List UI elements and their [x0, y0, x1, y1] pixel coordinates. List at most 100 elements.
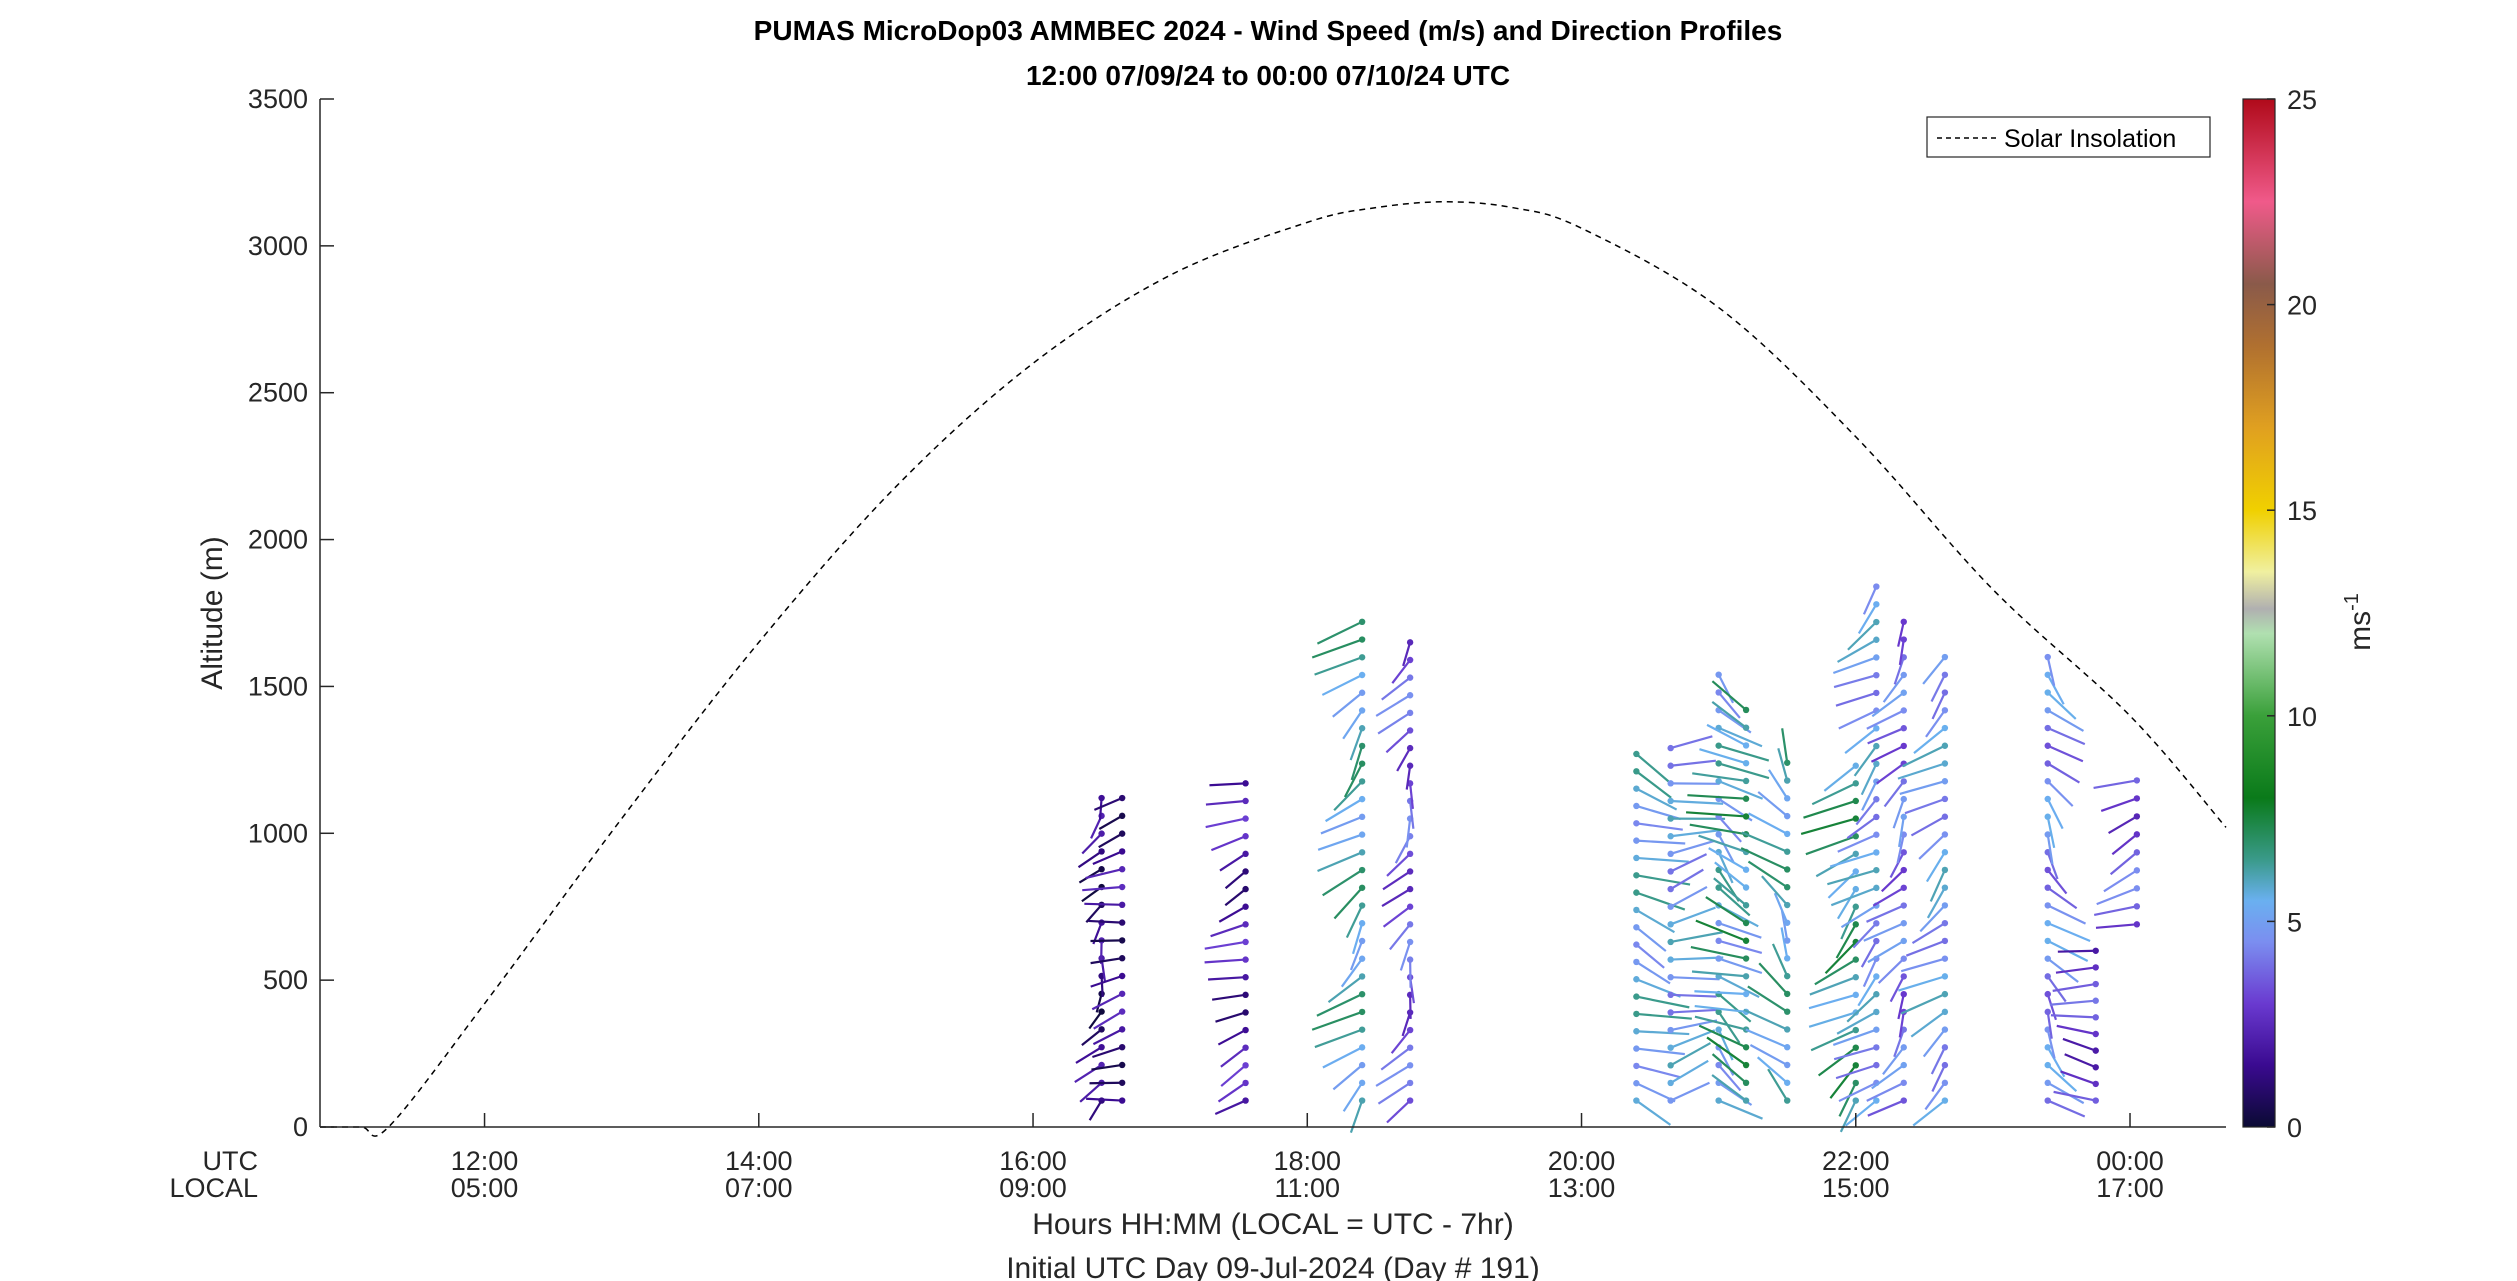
wind-vector [1866, 904, 1905, 923]
wind-point [2044, 671, 2051, 678]
y-axis-label: Altitude (m) [196, 536, 229, 689]
wind-point [1873, 1097, 1880, 1104]
wind-vector [1740, 847, 1788, 871]
wind-vector [1863, 922, 1905, 942]
wind-profile [2093, 777, 2141, 929]
wind-point [1742, 777, 1750, 785]
colorbar-tick-label: 15 [2287, 496, 2317, 526]
wind-point [1900, 707, 1907, 714]
wind-point [1358, 1044, 1366, 1051]
wind-vector [1670, 931, 1723, 944]
y-axis-ticks: 0 500 1000 1500 2000 2500 3000 3500 [248, 84, 334, 1142]
wind-vector [1343, 763, 1364, 798]
wind-point [2044, 1097, 2051, 1104]
wind-vector [2047, 886, 2078, 910]
wind-point [1098, 794, 1105, 802]
wind-vector [1670, 853, 1708, 873]
wind-vector [1093, 1010, 1123, 1030]
wind-point [1667, 1097, 1674, 1104]
wind-vector [1670, 1029, 1716, 1049]
x-tick-label-local: 09:00 [999, 1173, 1067, 1203]
wind-vector [1214, 1099, 1247, 1115]
wind-point [2133, 777, 2141, 784]
wind-point [1852, 833, 1859, 840]
wind-point [1667, 991, 1674, 999]
wind-point [1742, 990, 1750, 998]
wind-point [1633, 924, 1640, 931]
wind-point [1358, 725, 1366, 732]
wind-vector [1079, 1081, 1103, 1103]
wind-point [1900, 955, 1907, 962]
wind-vector [1690, 945, 1747, 960]
wind-point [1242, 974, 1249, 981]
wind-point [1941, 973, 1949, 980]
wind-point [1242, 1079, 1249, 1087]
wind-point [1873, 583, 1880, 590]
wind-vector [1670, 956, 1724, 961]
wind-vector [1931, 1064, 1946, 1092]
wind-point [1873, 618, 1880, 626]
wind-vector [1636, 856, 1689, 863]
wind-profile [1082, 794, 1126, 1104]
wind-point [2044, 990, 2051, 998]
wind-point [1941, 778, 1949, 785]
wind-point [1941, 724, 1949, 732]
wind-vector [1852, 922, 1878, 949]
wind-vector [1402, 642, 1412, 667]
y-tick-label: 1500 [248, 671, 308, 701]
wind-vector [1706, 1036, 1747, 1066]
wind-point [1633, 802, 1640, 810]
wind-point [1118, 830, 1126, 837]
colorbar-label: ms-1 [2341, 593, 2377, 651]
wind-point [1784, 848, 1791, 855]
x-tick-label-utc: 20:00 [1548, 1146, 1616, 1176]
wind-point [1742, 902, 1750, 909]
wind-point [1941, 1008, 1949, 1016]
wind-point [1742, 742, 1750, 749]
wind-vector [1317, 833, 1363, 851]
wind-vector [1090, 939, 1123, 943]
wind-point [1941, 849, 1949, 856]
wind-vector [2046, 869, 2068, 895]
wind-point [1742, 884, 1750, 891]
wind-point [1667, 974, 1674, 981]
wind-vector [2046, 674, 2065, 705]
wind-point [1358, 866, 1366, 874]
wind-point [1406, 1026, 1414, 1034]
wind-vector [1670, 1081, 1710, 1102]
wind-point [1667, 780, 1674, 787]
wind-point [1873, 671, 1880, 679]
wind-point [1852, 956, 1859, 963]
wind-point [1784, 795, 1791, 802]
wind-point [2133, 831, 2141, 838]
wind-vector [1090, 957, 1123, 965]
wind-point [1118, 1026, 1126, 1033]
wind-vector [1204, 958, 1246, 964]
wind-point [1098, 830, 1105, 837]
wind-vector [1781, 728, 1789, 763]
wind-vector [1311, 638, 1363, 659]
wind-vector [2047, 904, 2087, 925]
wind-vector [1635, 787, 1678, 811]
wind-vector [1838, 709, 1877, 730]
wind-point [1118, 1043, 1126, 1051]
wind-point [1667, 885, 1674, 893]
wind-vector [1718, 939, 1763, 954]
wind-vector [1670, 885, 1708, 908]
wind-vector [1092, 1046, 1123, 1059]
wind-vector [2057, 949, 2096, 953]
wind-vector [2046, 975, 2067, 1003]
wind-point [1941, 1026, 1949, 1033]
wind-vector [1636, 1012, 1692, 1020]
wind-point [1406, 762, 1414, 769]
wind-vector [1670, 1059, 1709, 1084]
wind-point [1242, 903, 1249, 910]
wind-vector [1081, 832, 1103, 855]
wind-vector [1635, 961, 1671, 985]
wind-point [1358, 671, 1366, 679]
wind-point [1873, 937, 1880, 945]
wind-vector [1090, 974, 1123, 988]
y-tick-label: 0 [293, 1112, 308, 1142]
x-tick-label-local: 15:00 [1822, 1173, 1890, 1203]
